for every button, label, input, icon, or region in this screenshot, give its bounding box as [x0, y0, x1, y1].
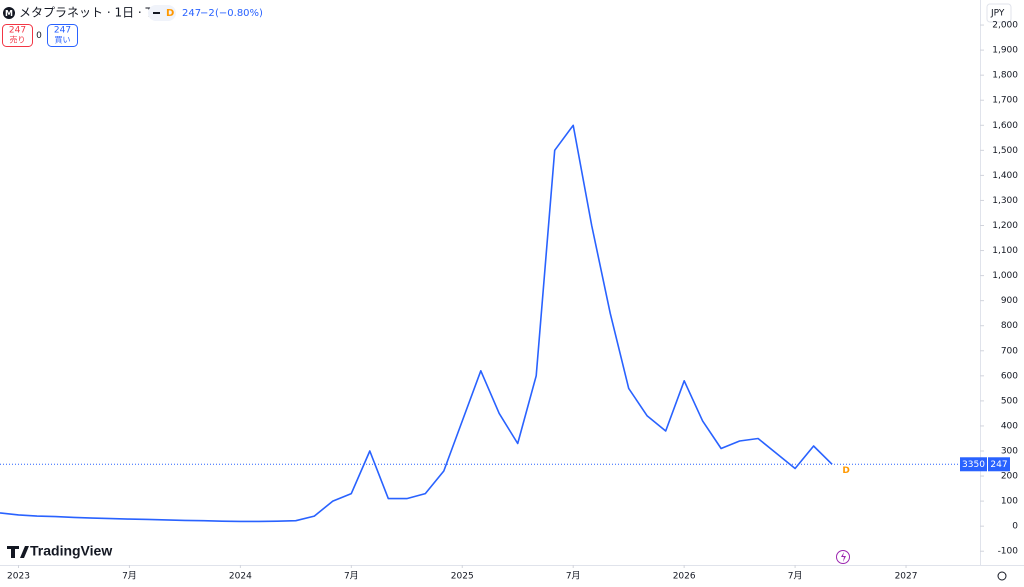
- currency: JPY: [990, 9, 1005, 19]
- y-tick-label: 0: [1012, 522, 1018, 532]
- y-tick-label: 1,500: [992, 146, 1018, 156]
- series-badge: D: [842, 466, 849, 476]
- y-tick-label: 600: [1001, 371, 1018, 381]
- sell-label: 売り: [10, 35, 26, 45]
- sell-price: 247: [9, 26, 26, 36]
- y-tick-label: 200: [1001, 472, 1018, 482]
- y-tick-label: 1,700: [992, 96, 1018, 106]
- y-tick-label: 300: [1001, 446, 1018, 456]
- x-tick-label: 2024: [229, 572, 252, 582]
- change: −2: [200, 8, 215, 19]
- y-tick-label: 700: [1001, 346, 1018, 356]
- y-tick-label: 1,000: [992, 271, 1018, 281]
- last-price-label: 247: [990, 460, 1007, 470]
- price-line: [0, 124, 833, 523]
- currency-button[interactable]: [986, 3, 1012, 23]
- x-tick-label: 2026: [673, 572, 696, 582]
- y-tick-label: 800: [1001, 321, 1018, 331]
- y-tick-label: 1,400: [992, 171, 1018, 181]
- y-tick-label: 1,600: [992, 121, 1018, 131]
- symbol-icon-letter: M: [5, 9, 13, 18]
- badge: [148, 5, 176, 21]
- y-tick-label: 1,800: [992, 71, 1018, 81]
- events-icon-bolt: [841, 552, 846, 562]
- spread: 0: [36, 31, 42, 41]
- y-tick-label: 900: [1001, 296, 1018, 306]
- x-tick-label: 7月: [566, 571, 581, 582]
- y-tick-label: 400: [1001, 421, 1018, 431]
- y-tick-label: 1,100: [992, 246, 1018, 256]
- x-tick-label: 7月: [344, 571, 359, 582]
- x-tick-label: 2027: [895, 572, 918, 582]
- badge-icon: [153, 12, 160, 14]
- y-tick-label: 1,900: [992, 46, 1018, 56]
- logo-icon: [7, 546, 29, 558]
- y-tick-label: 2,000: [992, 21, 1018, 31]
- countdown-box: [960, 457, 987, 472]
- y-tick-label: 1,200: [992, 221, 1018, 231]
- x-tick-label: 2023: [7, 572, 30, 582]
- settings-icon[interactable]: [997, 571, 1007, 581]
- countdown: 3350: [962, 460, 985, 470]
- y-tick-label: 500: [1001, 396, 1018, 406]
- last-price-box: [988, 457, 1010, 472]
- x-tick-label: 7月: [122, 571, 137, 582]
- y-tick-label: -100: [998, 547, 1019, 557]
- change-pct: (−0.80%): [215, 8, 263, 19]
- logo: TradingView: [30, 543, 112, 559]
- last-price: 247: [182, 8, 201, 19]
- x-tick-label: 2025: [451, 572, 474, 582]
- buy-button[interactable]: [47, 24, 78, 47]
- buy-label: 買い: [55, 36, 71, 45]
- y-tick-label: 1,300: [992, 196, 1018, 206]
- chart-title: メタプラネット · 1日 · TSE: [19, 6, 168, 20]
- x-tick-label: 7月: [788, 571, 803, 582]
- symbol-icon: [3, 7, 15, 19]
- sell-button[interactable]: [2, 24, 33, 47]
- y-tick-label: 100: [1001, 497, 1018, 507]
- interval-badge: D: [166, 8, 174, 19]
- buy-price: 247: [54, 26, 71, 36]
